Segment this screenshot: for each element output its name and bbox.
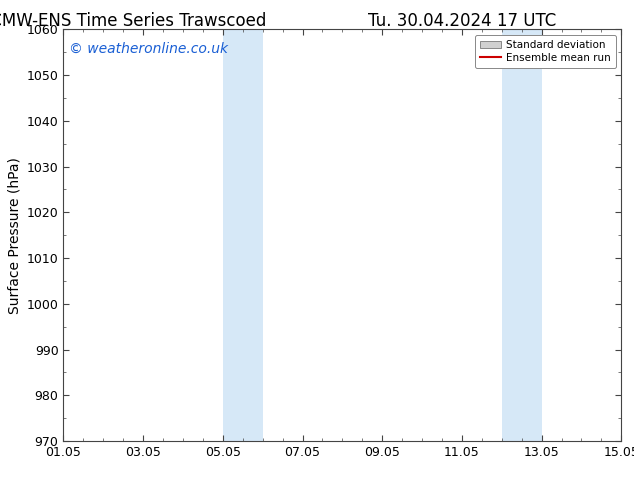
Legend: Standard deviation, Ensemble mean run: Standard deviation, Ensemble mean run (475, 35, 616, 68)
Text: ECMW-ENS Time Series Trawscoed: ECMW-ENS Time Series Trawscoed (0, 12, 266, 30)
Bar (501, 29, 541, 441)
Text: Tu. 30.04.2024 17 UTC: Tu. 30.04.2024 17 UTC (368, 12, 556, 30)
Y-axis label: Surface Pressure (hPa): Surface Pressure (hPa) (7, 157, 21, 314)
Text: © weatheronline.co.uk: © weatheronline.co.uk (69, 42, 228, 56)
Bar (223, 29, 262, 441)
